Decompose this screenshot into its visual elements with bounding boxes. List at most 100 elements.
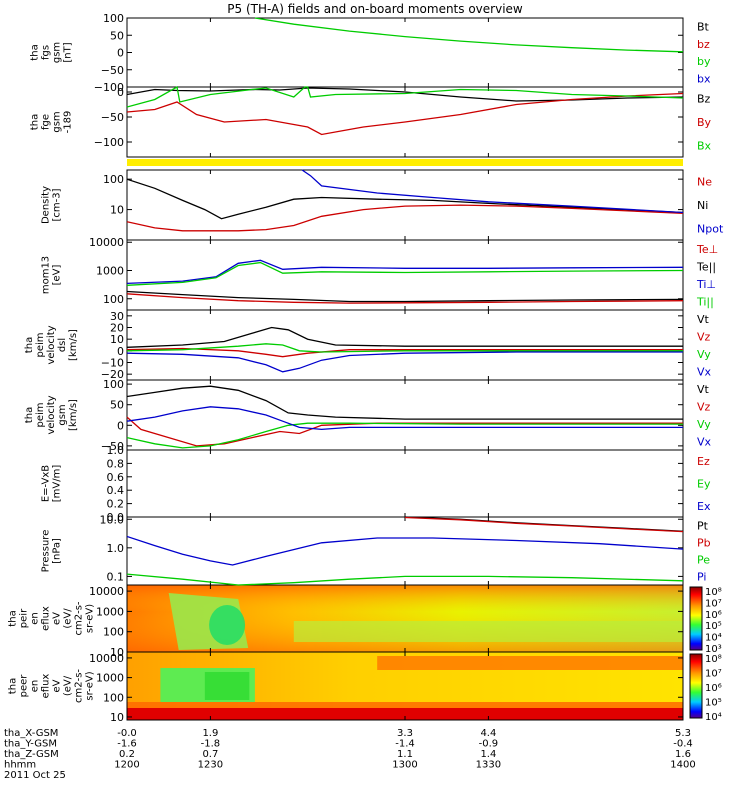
legend-item: Ne xyxy=(697,176,712,189)
legend-item: Vy xyxy=(697,418,711,431)
series-line-Vt xyxy=(126,385,683,420)
svg-text:Pressure: Pressure xyxy=(41,530,52,573)
svg-text:fge: fge xyxy=(41,114,52,130)
colorbar-label: 10⁸ xyxy=(705,587,722,598)
y-tick-label: 1000 xyxy=(96,672,124,685)
svg-text:eflux: eflux xyxy=(41,606,52,631)
panel-frame-6 xyxy=(126,449,684,518)
svg-text:peer: peer xyxy=(19,674,30,698)
y-tick-label: 100 xyxy=(103,173,124,186)
svg-text:fgs: fgs xyxy=(41,45,52,60)
ephemeris-value: -0.4 xyxy=(673,739,693,750)
y-tick-label: 10.0 xyxy=(100,513,125,526)
colorbar-label: 10⁴ xyxy=(705,712,722,723)
legend-item: Npot xyxy=(697,222,724,235)
colorbar-label: 10⁶ xyxy=(705,610,722,621)
svg-text:[km/s]: [km/s] xyxy=(68,329,79,361)
series-line-Pe xyxy=(126,573,684,586)
panel-frame-5 xyxy=(126,379,684,451)
y-tick-label: 0.6 xyxy=(107,471,125,484)
ephemeris-value: 3.3 xyxy=(397,728,413,739)
series-line-Pb xyxy=(404,516,684,533)
y-tick-label: 0 xyxy=(117,86,124,99)
y-tick-label: 0 xyxy=(117,419,124,432)
legend-item: by xyxy=(697,55,711,68)
ephemeris-value: -1.4 xyxy=(395,739,415,750)
svg-text:(eV/: (eV/ xyxy=(63,608,74,629)
colorbar-label: 10⁶ xyxy=(705,683,722,694)
legend-item: Ni xyxy=(697,199,708,212)
legend-item: Te⊥ xyxy=(696,243,718,256)
legend-item: Pe xyxy=(697,554,710,567)
y-tick-label: −100 xyxy=(94,81,124,94)
electron-min-flux-region xyxy=(204,672,250,700)
legend-item: Pi xyxy=(697,571,706,584)
y-tick-label: 100 xyxy=(103,691,124,704)
y-tick-label: 10 xyxy=(110,711,124,724)
series-line-Ne xyxy=(126,204,684,232)
series-line-Vx xyxy=(126,406,683,431)
ion-mid-flux-region xyxy=(293,621,683,642)
series-line-By xyxy=(126,92,684,136)
ephemeris-value: 1.1 xyxy=(397,749,413,760)
y-tick-label: 10 xyxy=(110,646,124,659)
series-line-Vz xyxy=(126,347,683,358)
y-tick-label: 1.0 xyxy=(107,444,125,457)
svg-text:gsm: gsm xyxy=(52,42,63,63)
legend-item: Ez xyxy=(697,455,710,468)
legend-item: Vz xyxy=(697,400,711,413)
series-line-Vt xyxy=(126,326,683,348)
svg-text:[nT]: [nT] xyxy=(63,42,74,62)
svg-text:cm2-s-: cm2-s- xyxy=(74,669,85,703)
svg-text:sr-eV): sr-eV) xyxy=(85,604,96,633)
svg-text:[km/s]: [km/s] xyxy=(68,399,79,431)
y-axis-label: tha fge gsm -189 xyxy=(30,111,74,134)
svg-text:mom13: mom13 xyxy=(41,256,52,294)
legend-item: Vx xyxy=(697,435,712,448)
y-tick-label: 0.1 xyxy=(107,570,125,583)
ephemeris-value: -0.0 xyxy=(117,728,137,739)
legend-item: bx xyxy=(697,72,711,85)
y-tick-label: 10000 xyxy=(89,652,124,665)
y-tick-label: 0 xyxy=(117,345,124,358)
legend-item: bz xyxy=(697,38,710,51)
panel-frame-2 xyxy=(126,169,684,241)
electron-low-energy-band xyxy=(127,708,683,720)
ephemeris-label: hhmm xyxy=(4,760,36,771)
y-axis-label: tha fgs gsm [nT] xyxy=(30,42,74,63)
ephemeris-label: tha_X-GSM xyxy=(4,728,58,739)
y-tick-label: −20 xyxy=(101,368,124,381)
colorbar-label: 10⁵ xyxy=(705,698,722,709)
svg-text:-189: -189 xyxy=(63,111,74,134)
legend-item: Vx xyxy=(697,365,712,378)
electron-low-energy-edge xyxy=(127,702,683,708)
y-tick-label: −50 xyxy=(101,111,124,124)
y-axis-label: E=-VxB [mV/m] xyxy=(41,465,63,503)
svg-text:[nPa]: [nPa] xyxy=(52,538,63,564)
y-tick-label: 1000 xyxy=(96,264,124,277)
y-tick-label: 10 xyxy=(110,204,124,217)
ephemeris-value: 1.9 xyxy=(202,728,218,739)
svg-text:tha: tha xyxy=(24,337,35,353)
ephemeris-label: tha_Z-GSM xyxy=(4,749,59,760)
svg-text:peir: peir xyxy=(19,608,30,628)
y-tick-label: 100 xyxy=(103,12,124,25)
svg-text:E=-VxB: E=-VxB xyxy=(41,465,52,502)
y-tick-label: −100 xyxy=(94,136,124,149)
legend-item: Pt xyxy=(697,520,709,533)
colorbar-label: 10³ xyxy=(705,644,722,655)
y-tick-label: 0.2 xyxy=(107,498,125,511)
colorbar-label: 10⁷ xyxy=(705,669,722,680)
svg-text:eV: eV xyxy=(52,612,63,625)
series-line-Vx xyxy=(126,351,683,373)
ephemeris-value: 1.6 xyxy=(675,749,691,760)
series-line-Ni xyxy=(126,178,684,220)
series-line-Pi xyxy=(126,535,684,566)
series-line-Te⊥ xyxy=(126,293,684,304)
legend-item: Pb xyxy=(697,537,711,550)
legend-item: Bt xyxy=(697,21,710,34)
date-label: 2011 Oct 25 xyxy=(4,770,66,781)
svg-text:gsm: gsm xyxy=(52,111,63,132)
svg-text:[eV]: [eV] xyxy=(52,265,63,286)
